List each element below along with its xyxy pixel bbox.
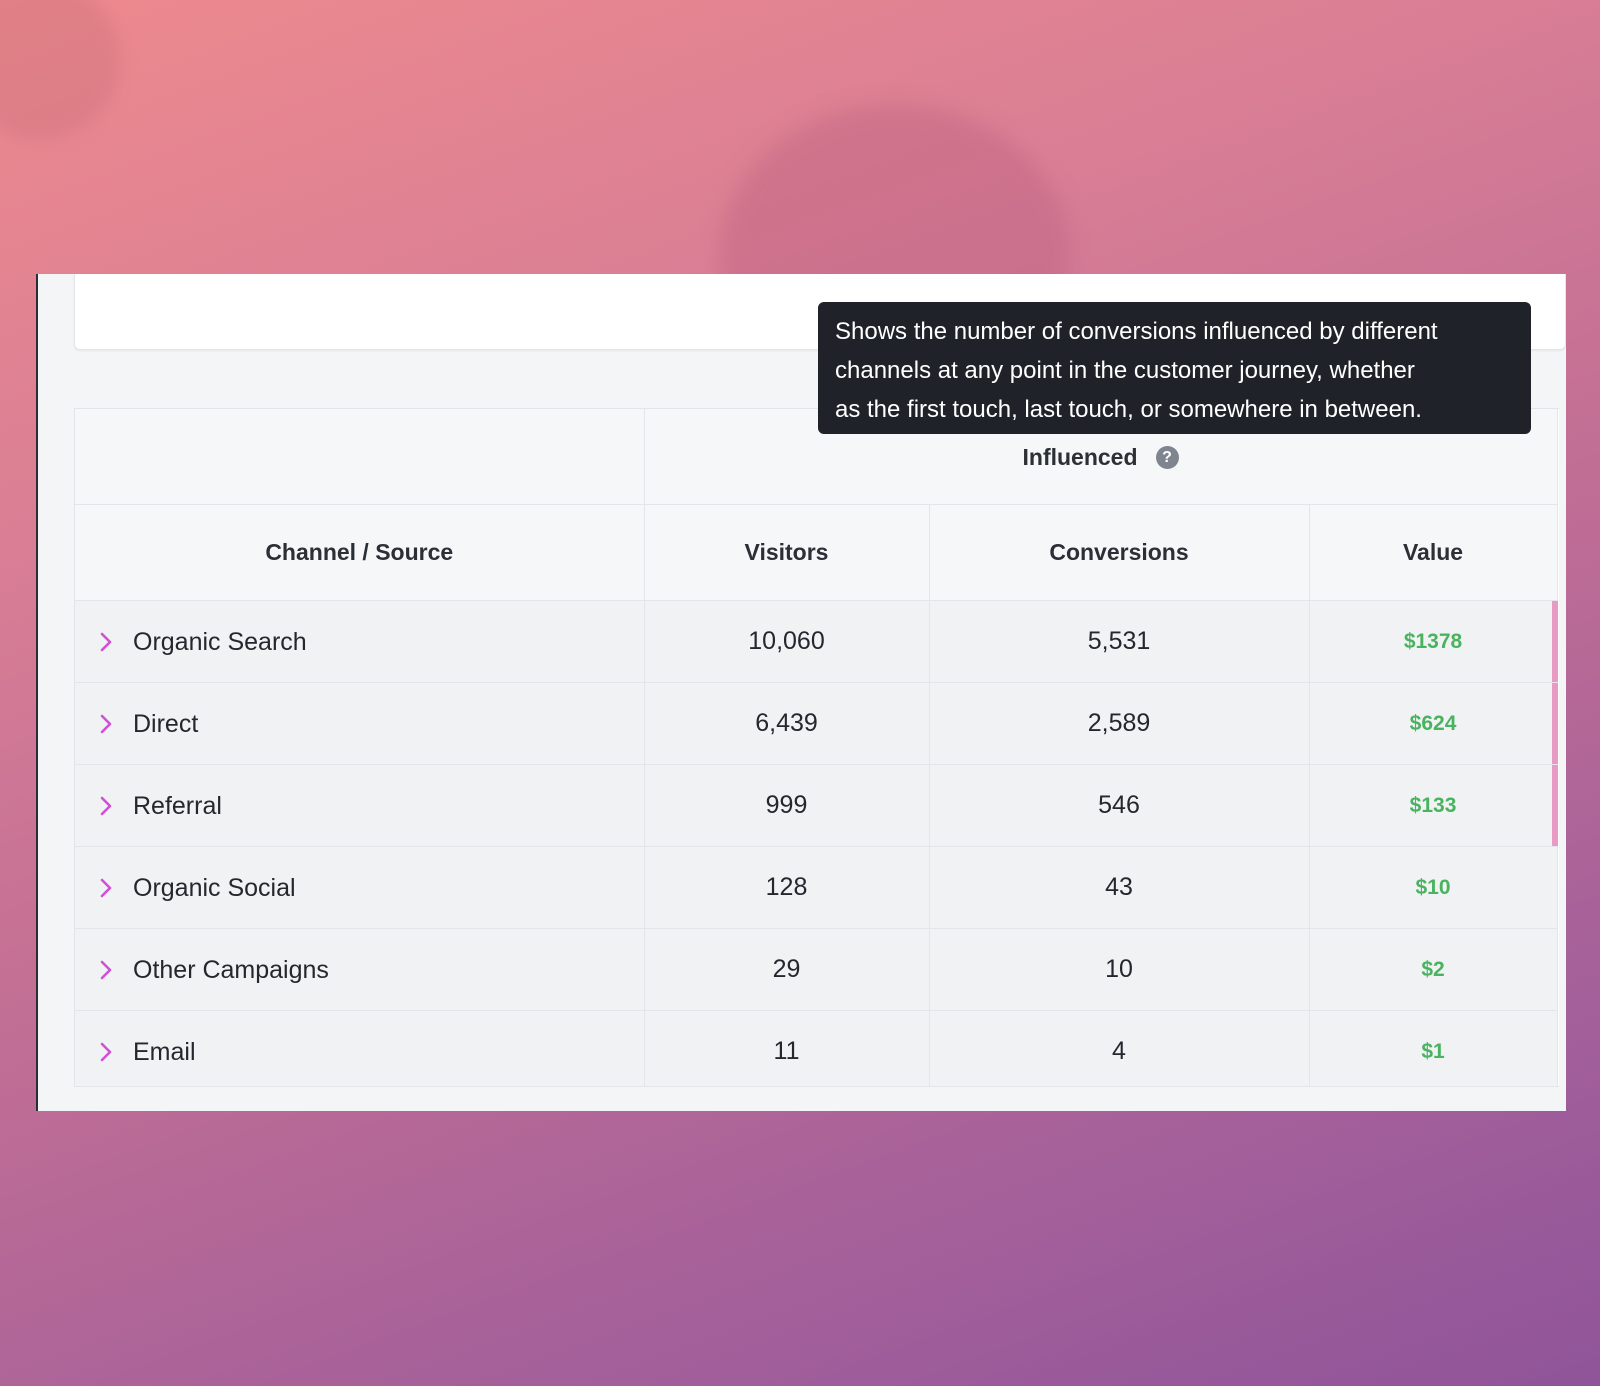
channel-cell: Other Campaigns: [75, 928, 645, 1011]
value-cell: $1: [1309, 1010, 1558, 1086]
visitors-cell: 29: [644, 928, 930, 1011]
chevron-right-icon[interactable]: [99, 713, 113, 735]
chevron-right-icon[interactable]: [99, 795, 113, 817]
value-cell: $2: [1309, 928, 1558, 1011]
channel-name: Organic Search: [133, 627, 307, 656]
visitors-cell: 999: [644, 764, 930, 847]
chevron-right-icon[interactable]: [99, 877, 113, 899]
value-cell: $133: [1309, 764, 1558, 847]
value-amount: $1: [1421, 1039, 1445, 1063]
value-cell: $1378: [1309, 600, 1558, 683]
conversions-cell: 43: [929, 846, 1310, 929]
value-amount: $133: [1409, 793, 1457, 817]
question-circle-icon[interactable]: ?: [1155, 446, 1179, 469]
visitors-cell: 128: [644, 846, 930, 929]
panel-edge: [36, 274, 38, 1111]
column-header-value[interactable]: Value: [1309, 504, 1558, 601]
value-indicator-bar: [1551, 683, 1558, 764]
tooltip-line: as the first touch, last touch, or somew…: [835, 396, 1422, 423]
conversions-cell: 4: [929, 1010, 1310, 1086]
channel-cell: Direct: [75, 682, 645, 765]
table-row[interactable]: Organic Search 10,060 5,531 $1378: [75, 600, 1558, 683]
table-row[interactable]: Other Campaigns 29 10 $2: [75, 928, 1558, 1011]
visitors-cell: 6,439: [644, 682, 930, 765]
channel-name: Email: [133, 1037, 196, 1066]
attribution-table: Influenced? Channel / Source Visitors Co…: [74, 408, 1559, 1087]
tooltip-line: channels at any point in the customer jo…: [835, 357, 1415, 384]
channel-name: Direct: [133, 709, 199, 738]
table-row[interactable]: Direct 6,439 2,589 $624: [75, 682, 1558, 765]
column-header-channel[interactable]: Channel / Source: [75, 504, 645, 601]
value-cell: $10: [1309, 846, 1558, 929]
channel-cell: Email: [75, 1010, 645, 1086]
value-cell: $624: [1309, 682, 1558, 765]
channel-name: Referral: [133, 791, 222, 820]
channel-name: Other Campaigns: [133, 955, 329, 984]
influenced-label: Influenced: [1022, 444, 1138, 470]
conversions-cell: 5,531: [929, 600, 1310, 683]
chevron-right-icon[interactable]: [99, 631, 113, 653]
influenced-tooltip: Shows the number of conversions influenc…: [818, 302, 1531, 434]
channel-cell: Organic Social: [75, 846, 645, 929]
tooltip-line: Shows the number of conversions influenc…: [835, 318, 1438, 345]
table-row[interactable]: Email 11 4 $1: [75, 1010, 1558, 1086]
column-header-visitors[interactable]: Visitors: [644, 504, 930, 601]
column-header-conversions[interactable]: Conversions: [929, 504, 1310, 601]
table-row[interactable]: Organic Social 128 43 $10: [75, 846, 1558, 929]
background-blob: [0, 0, 120, 140]
value-amount: $2: [1421, 957, 1445, 981]
channel-name: Organic Social: [133, 873, 296, 902]
value-indicator-bar: [1551, 765, 1558, 846]
value-amount: $1378: [1403, 629, 1463, 653]
visitors-cell: 11: [644, 1010, 930, 1086]
chevron-right-icon[interactable]: [99, 1041, 113, 1063]
value-amount: $10: [1415, 875, 1451, 899]
conversions-cell: 2,589: [929, 682, 1310, 765]
visitors-cell: 10,060: [644, 600, 930, 683]
group-header-empty: [75, 409, 645, 505]
value-indicator-bar: [1551, 601, 1558, 682]
table-row[interactable]: Referral 999 546 $133: [75, 764, 1558, 847]
chevron-right-icon[interactable]: [99, 959, 113, 981]
conversions-cell: 10: [929, 928, 1310, 1011]
conversions-cell: 546: [929, 764, 1310, 847]
channel-cell: Organic Search: [75, 600, 645, 683]
value-amount: $624: [1409, 711, 1457, 735]
channel-cell: Referral: [75, 764, 645, 847]
